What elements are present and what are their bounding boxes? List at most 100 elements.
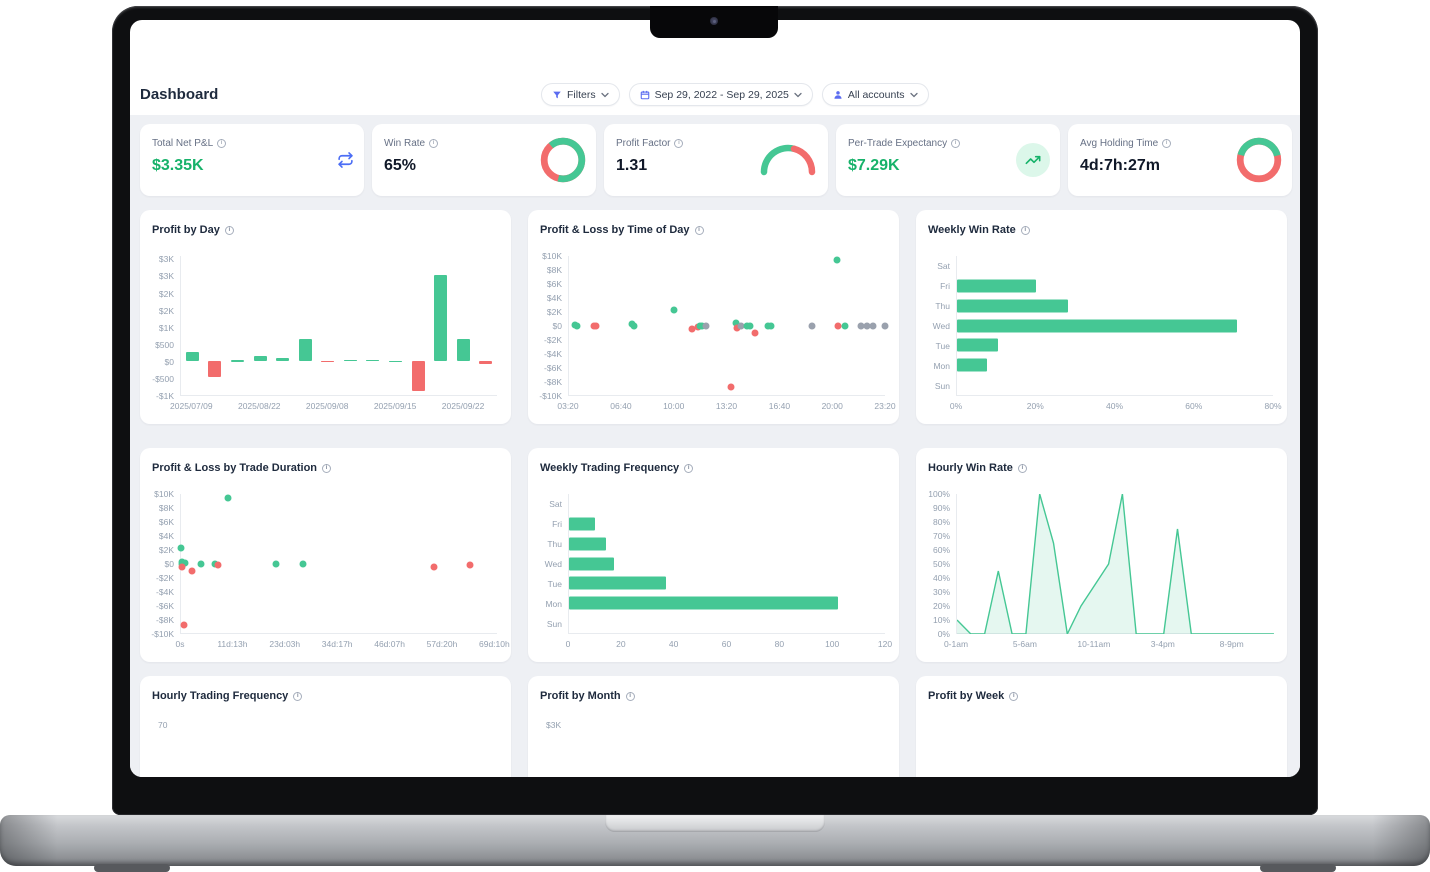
kpi-card-avg-holding-time: Avg Holding Time 4d:7h:27m	[1068, 124, 1292, 196]
kpi-value: 1.31	[616, 157, 648, 174]
bar	[569, 557, 614, 570]
hourly-win-rate-chart: 100% 90% 80% 70% 60% 50% 40% 30% 20% 10% 0% 0-1am 5-…	[916, 448, 1287, 662]
data-point	[181, 559, 189, 567]
pnl-by-time-of-day-chart: $10K $8K $6K $4K $2K $0 -$2K -$4K -$6K -$8K -$10K 0…	[539, 251, 896, 411]
axis-tick: 70	[158, 720, 168, 730]
info-icon[interactable]	[625, 691, 635, 701]
page-title: Dashboard	[140, 86, 219, 103]
data-point	[180, 621, 188, 629]
info-icon[interactable]	[1020, 225, 1030, 235]
kpi-label: Avg Holding Time	[1080, 138, 1159, 149]
info-icon[interactable]	[1162, 139, 1172, 148]
data-point	[881, 322, 889, 329]
data-point	[299, 560, 307, 567]
data-point	[857, 322, 865, 329]
calendar-icon	[640, 90, 649, 99]
bar	[276, 357, 290, 362]
data-point	[863, 322, 871, 329]
webcam-icon	[710, 17, 718, 25]
filters-button[interactable]: Filters	[541, 83, 620, 106]
info-icon[interactable]	[293, 691, 303, 701]
kpi-label: Profit Factor	[616, 138, 671, 149]
profit-factor-gauge	[760, 144, 816, 176]
data-point	[733, 324, 741, 332]
kpi-card-total-net-pnl: Total Net P&L $3.35K	[140, 124, 364, 196]
data-point	[224, 494, 232, 502]
bar	[208, 361, 222, 378]
date-range-label: Sep 29, 2022 - Sep 29, 2025	[654, 88, 789, 101]
data-point	[573, 322, 581, 329]
laptop-foot	[1260, 864, 1336, 872]
info-icon[interactable]	[1009, 691, 1019, 701]
holding-time-ring	[1236, 137, 1282, 183]
bar	[321, 361, 335, 363]
chart-card-weekly-trading-frequency: Weekly Trading Frequency SatFriThuWedTue…	[528, 448, 899, 662]
kpi-value: $3.35K	[152, 157, 204, 174]
bar	[569, 537, 606, 551]
kpi-value: 65%	[384, 157, 417, 174]
data-point	[430, 563, 438, 571]
bar	[569, 517, 596, 531]
data-point	[737, 322, 745, 329]
bar	[957, 358, 987, 372]
info-icon[interactable]	[694, 225, 704, 235]
laptop-bezel: Dashboard Filters Sep 29, 2022 - Sep 29,…	[112, 6, 1318, 815]
accounts-button[interactable]: All accounts	[821, 83, 929, 106]
info-icon[interactable]	[429, 139, 439, 148]
lid-groove	[605, 815, 825, 832]
chart-card-profit-by-week: Profit by Week	[916, 676, 1287, 777]
data-point	[178, 563, 186, 571]
data-point	[732, 319, 740, 327]
info-icon[interactable]	[224, 225, 234, 235]
data-point	[702, 322, 710, 329]
chevron-down-icon	[600, 92, 609, 97]
data-point	[727, 383, 735, 391]
info-icon[interactable]	[951, 139, 961, 148]
data-point	[767, 322, 775, 329]
data-point	[188, 567, 196, 575]
data-point	[688, 325, 696, 333]
bar	[185, 351, 199, 362]
data-point	[834, 322, 842, 329]
bar	[479, 361, 493, 365]
data-point	[833, 256, 841, 264]
kpi-value: $7.29K	[848, 157, 900, 174]
chart-title: Profit by Week	[928, 690, 1005, 702]
camera-notch	[650, 6, 778, 38]
info-icon[interactable]	[1017, 463, 1027, 473]
bar	[343, 360, 357, 362]
bar	[456, 339, 470, 362]
data-point	[746, 322, 754, 329]
bar	[957, 299, 1068, 313]
chart-card-pnl-by-trade-duration: Profit & Loss by Trade Duration $10K$8K$…	[140, 448, 511, 662]
data-point	[466, 561, 474, 569]
data-point	[841, 322, 849, 329]
user-icon	[834, 90, 842, 99]
data-point	[808, 322, 816, 329]
laptop-base	[0, 815, 1430, 866]
chart-title: Profit & Loss by Trade Duration	[152, 462, 318, 474]
info-icon[interactable]	[217, 139, 227, 148]
weekly-trading-frequency-chart: Sat Fri Thu Wed Tue Mon Sun 0 20 40 60 80 100 120	[528, 448, 899, 662]
kpi-card-per-trade-expectancy: Per-Trade Expectancy $7.29K	[836, 124, 1060, 196]
chart-title: Profit & Loss by Time of Day	[540, 224, 690, 236]
accounts-label: All accounts	[847, 88, 905, 101]
screen: Dashboard Filters Sep 29, 2022 - Sep 29,…	[130, 20, 1300, 777]
info-icon[interactable]	[684, 463, 694, 473]
info-icon[interactable]	[322, 463, 332, 473]
bar	[434, 274, 448, 362]
chart-card-profit-by-day: Profit by Day $3K$3K$2K$2K$1K$500$0-$500…	[140, 210, 511, 424]
bar	[957, 338, 999, 352]
bar	[253, 356, 267, 362]
repeat-icon[interactable]	[337, 152, 354, 169]
data-point	[197, 560, 205, 567]
area-series	[957, 494, 1274, 634]
chart-title: Hourly Trading Frequency	[152, 690, 289, 702]
date-range-button[interactable]: Sep 29, 2022 - Sep 29, 2025	[628, 83, 813, 106]
info-icon[interactable]	[674, 139, 684, 148]
data-point	[592, 322, 600, 329]
chart-card-profit-by-month: Profit by Month $3K	[528, 676, 899, 777]
chart-card-hourly-win-rate: Hourly Win Rate 100%90%80%70%60%50%40%30…	[916, 448, 1287, 662]
filters-label: Filters	[567, 88, 596, 101]
